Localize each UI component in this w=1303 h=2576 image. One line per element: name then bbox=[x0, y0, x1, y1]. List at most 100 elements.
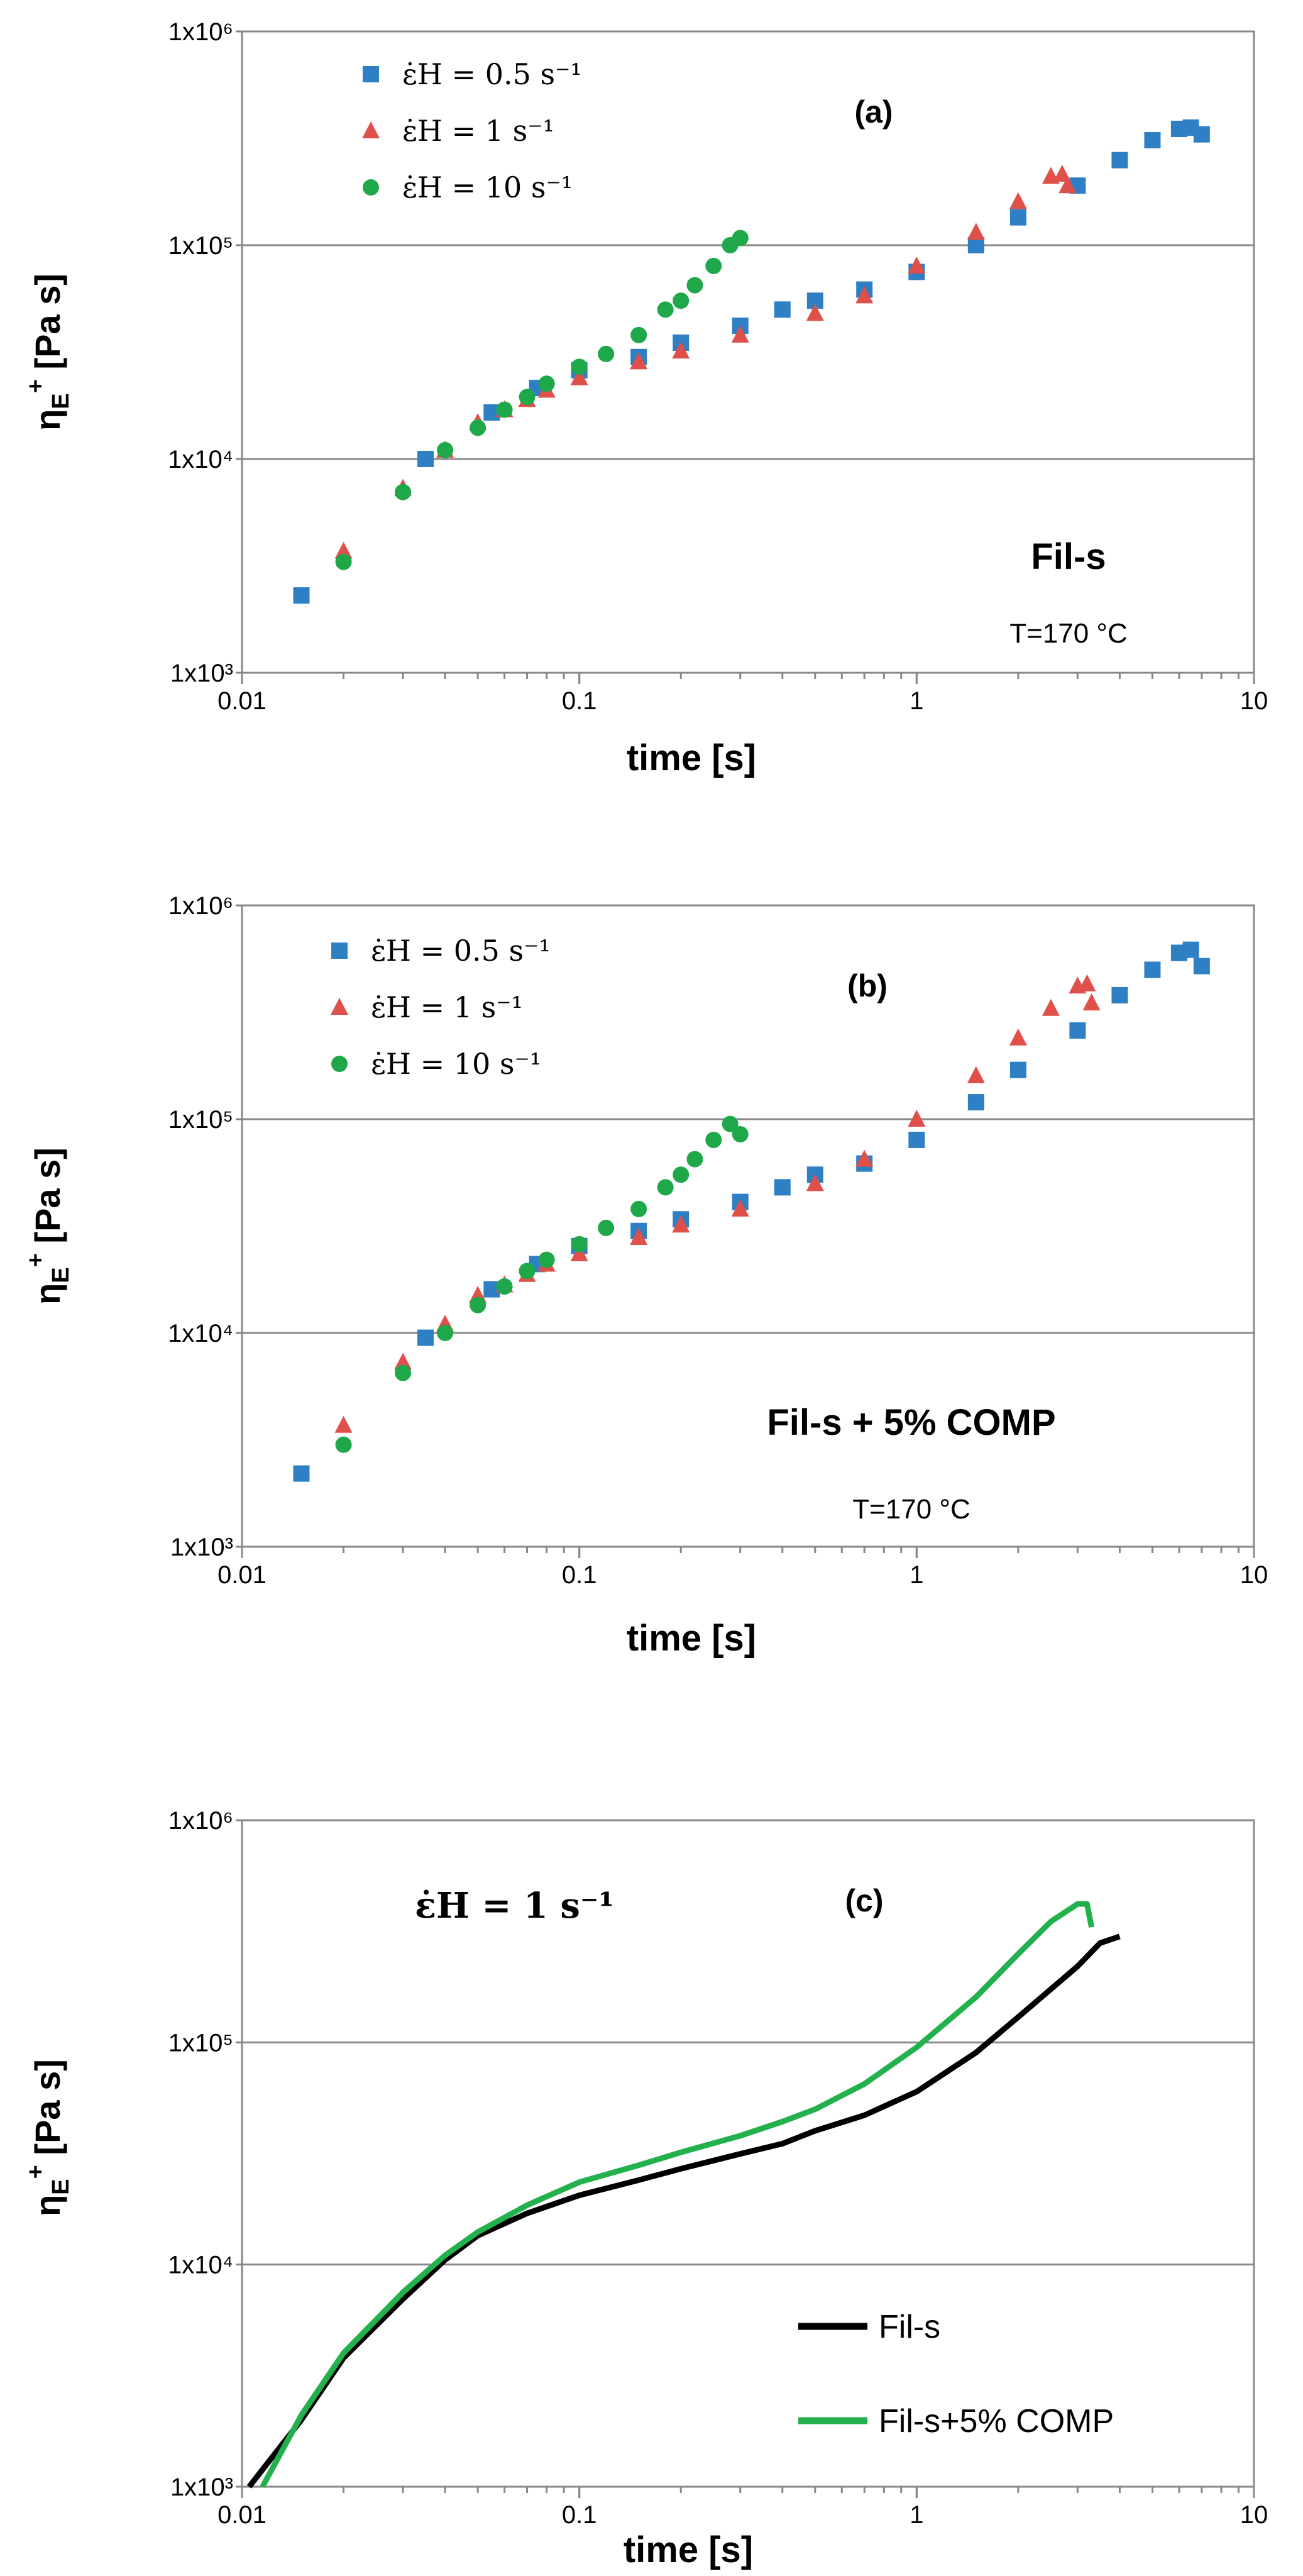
series-2 bbox=[334, 974, 1101, 1433]
data-point bbox=[598, 1219, 615, 1236]
series-1 bbox=[246, 1933, 1121, 2489]
data-point bbox=[1009, 1061, 1026, 1078]
data-point bbox=[908, 256, 926, 274]
y-axis-title: ηE+ [Pa s] bbox=[23, 2059, 74, 2216]
data-point bbox=[293, 1465, 310, 1482]
data-point bbox=[1144, 961, 1161, 978]
legend-label: Fil-s bbox=[879, 2309, 940, 2345]
temperature-label: T=170 °C bbox=[1009, 618, 1128, 649]
data-point bbox=[334, 541, 353, 559]
sample-label: Fil-s + 5% COMP bbox=[767, 1402, 1055, 1443]
series-3 bbox=[335, 229, 749, 570]
y-axis-title: ηE+ [Pa s] bbox=[23, 274, 74, 431]
temperature-label: T=170 °C bbox=[852, 1494, 970, 1525]
legend: ε̇H = 0.5 s⁻¹ ε̇H = 1 s⁻¹ ε̇H = 10 s⁻¹ bbox=[362, 57, 582, 204]
data-point bbox=[538, 375, 555, 392]
legend-label: ε̇H = 10 s⁻¹ bbox=[402, 170, 573, 204]
data-point bbox=[686, 277, 703, 294]
data-point bbox=[394, 1352, 412, 1370]
data-point bbox=[806, 1174, 824, 1191]
legend-marker bbox=[331, 998, 348, 1015]
data-point bbox=[1042, 998, 1060, 1016]
data-point bbox=[855, 286, 874, 304]
y-tick-label: 1x10⁶ bbox=[168, 892, 233, 920]
x-tick-label: 1 bbox=[910, 687, 923, 715]
data-point bbox=[1182, 941, 1199, 958]
legend-marker bbox=[362, 121, 380, 138]
data-point bbox=[496, 1278, 513, 1295]
data-point bbox=[519, 1263, 536, 1280]
data-point bbox=[570, 368, 588, 385]
legend: ε̇H = 0.5 s⁻¹ ε̇H = 1 s⁻¹ ε̇H = 10 s⁻¹ bbox=[331, 934, 551, 1081]
data-point bbox=[672, 341, 690, 359]
legend-label: Fil-s+5% COMP bbox=[879, 2403, 1114, 2440]
panel-label: (a) bbox=[854, 94, 893, 130]
data-point bbox=[630, 326, 647, 343]
data-point bbox=[673, 1166, 690, 1183]
data-point bbox=[335, 553, 352, 570]
data-point bbox=[855, 1149, 874, 1167]
legend: Fil-s Fil-s+5% COMP bbox=[798, 2309, 1114, 2440]
data-point bbox=[908, 1110, 926, 1127]
y-tick-label: 1x10⁶ bbox=[168, 18, 233, 46]
data-point bbox=[437, 441, 454, 458]
data-point bbox=[1193, 958, 1210, 975]
data-point bbox=[1082, 993, 1101, 1011]
x-axis-title: time [s] bbox=[627, 1618, 756, 1659]
data-point bbox=[1144, 131, 1161, 148]
y-tick-label: 1x10⁶ bbox=[168, 1807, 233, 1835]
series-3 bbox=[335, 1115, 749, 1453]
data-point bbox=[722, 1115, 739, 1132]
data-point bbox=[496, 401, 513, 418]
data-point bbox=[1193, 126, 1210, 143]
x-axis-title: time [s] bbox=[624, 2529, 753, 2570]
series-line bbox=[246, 1933, 1121, 2489]
y-tick-label: 1x10³ bbox=[170, 1534, 233, 1561]
y-tick-label: 1x10⁴ bbox=[168, 446, 233, 473]
x-tick-label: 10 bbox=[1240, 1561, 1268, 1589]
data-point bbox=[908, 1131, 925, 1148]
data-point bbox=[705, 1131, 722, 1148]
data-point bbox=[334, 1415, 353, 1433]
data-point bbox=[1058, 176, 1077, 194]
plot-area-frame bbox=[241, 1819, 1255, 2488]
legend-label: ε̇H = 0.5 s⁻¹ bbox=[402, 57, 582, 91]
panel-c: 1x10³ 1x10⁴ 1x10⁵ 1x10⁶ 0.01 0.1 1 10 time [s]… bbox=[23, 1807, 1268, 2570]
data-point bbox=[673, 292, 690, 309]
panel-label: (b) bbox=[847, 968, 888, 1003]
data-point bbox=[705, 257, 722, 274]
series-2 bbox=[260, 1901, 1095, 2489]
data-point bbox=[570, 1244, 588, 1261]
data-point bbox=[395, 1364, 412, 1381]
data-point bbox=[571, 358, 588, 375]
series-2 bbox=[334, 164, 1077, 559]
data-point bbox=[1078, 974, 1096, 992]
data-point bbox=[598, 345, 615, 362]
data-point bbox=[417, 1329, 434, 1346]
x-tick-label: 0.1 bbox=[562, 2501, 597, 2529]
x-tick-label: 10 bbox=[1240, 687, 1268, 715]
data-point bbox=[630, 1227, 648, 1245]
y-tick-label: 1x10³ bbox=[170, 2474, 233, 2501]
legend-marker bbox=[331, 943, 348, 959]
data-point bbox=[470, 419, 487, 436]
x-tick-label: 0.01 bbox=[217, 1561, 267, 1589]
x-axis-title: time [s] bbox=[627, 738, 756, 778]
y-tick-label: 1x10⁵ bbox=[168, 232, 233, 260]
x-tick-label: 1 bbox=[910, 2501, 923, 2529]
data-point bbox=[630, 352, 648, 370]
data-point bbox=[1053, 164, 1071, 182]
data-point bbox=[657, 1179, 674, 1196]
legend-label: ε̇H = 0.5 s⁻¹ bbox=[371, 934, 551, 968]
data-point bbox=[657, 301, 674, 318]
data-point bbox=[335, 1436, 352, 1453]
data-point bbox=[630, 1200, 647, 1217]
legend-marker bbox=[331, 1056, 348, 1072]
data-point bbox=[732, 1125, 749, 1142]
sample-label: Fil-s bbox=[1031, 536, 1106, 577]
data-point bbox=[1009, 209, 1026, 226]
x-tick-label: 0.01 bbox=[217, 2501, 267, 2529]
data-point bbox=[395, 484, 412, 500]
legend-marker bbox=[363, 179, 379, 196]
